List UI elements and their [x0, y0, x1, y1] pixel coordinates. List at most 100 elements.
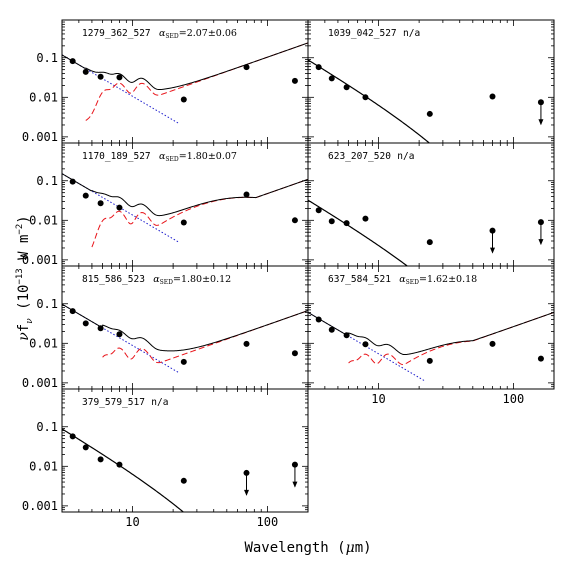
- photosphere-model-line: [308, 59, 431, 143]
- data-point: [82, 192, 89, 199]
- panel-source-label: 1279_362_527: [82, 28, 151, 39]
- upper-limit-arrow-head: [292, 481, 298, 488]
- data-point: [489, 340, 496, 347]
- y-tick-label: 0.001: [22, 499, 58, 513]
- data-point: [328, 218, 335, 225]
- data-point: [426, 357, 433, 364]
- x-tick-label: 10: [125, 515, 139, 529]
- y-tick-label: 0.1: [36, 420, 58, 434]
- y-axis-title: νfν (10−13 W m−2): [15, 215, 35, 340]
- data-point: [291, 350, 298, 357]
- panel-source-label: 1170_189_527: [82, 151, 151, 162]
- data-point: [328, 75, 335, 82]
- data-point: [116, 331, 123, 338]
- disk-model-line: [85, 42, 308, 121]
- panel-637_584_521: 10 100 637_584_521 αSED=1.62±0.18: [307, 265, 555, 406]
- panel-1039_042_527: 1039_042_527 n/a: [307, 19, 555, 144]
- panel-alpha-label: n/a: [403, 28, 420, 39]
- panel-source-label: 815_586_523: [82, 274, 145, 285]
- panel-alpha-label: αSED=1.62±0.18: [399, 274, 477, 286]
- photosphere-model-line: [62, 428, 185, 512]
- data-point: [315, 207, 322, 214]
- data-point: [116, 74, 123, 81]
- data-point: [243, 340, 250, 347]
- disk-model-line: [102, 310, 308, 364]
- photosphere-model-line: [62, 303, 179, 374]
- upper-limit-arrow-head: [538, 239, 544, 246]
- panel-alpha-label: n/a: [397, 151, 414, 162]
- upper-limit-arrow-head: [538, 119, 544, 126]
- data-point: [180, 477, 187, 484]
- data-point: [343, 332, 350, 339]
- panel-1170_189_527: 0.001 0.01 0.1 1170_189_527 αSED=1.80±0.07: [22, 142, 309, 267]
- panel-plot-area: [308, 311, 554, 382]
- data-point: [97, 200, 104, 207]
- data-point: [69, 58, 76, 65]
- data-point: [362, 341, 369, 348]
- data-point: [97, 325, 104, 332]
- data-point: [180, 96, 187, 103]
- data-point: [315, 64, 322, 71]
- panel-source-label: 623_207_520: [328, 151, 391, 162]
- data-point: [116, 461, 123, 468]
- panel-source-label: 379_579_517: [82, 397, 145, 408]
- data-point: [180, 358, 187, 365]
- data-point: [489, 93, 496, 100]
- data-point: [82, 320, 89, 327]
- panel-1279_362_527: 0.001 0.01 0.1 1279_362_527 αSED=2.07±0.06: [22, 19, 309, 144]
- data-point: [362, 94, 369, 101]
- data-point: [343, 84, 350, 91]
- panel-alpha-label: αSED=1.80±0.07: [159, 151, 237, 163]
- x-tick-label: 100: [257, 515, 279, 529]
- panel-plot-area: [62, 303, 308, 374]
- panel-623_207_520: 623_207_520 n/a: [307, 142, 555, 267]
- data-point: [69, 178, 76, 185]
- data-point: [315, 316, 322, 323]
- panel-plot-area: [308, 59, 431, 143]
- panel-plot-area: [62, 42, 308, 124]
- y-tick-label: 0.001: [22, 253, 58, 267]
- y-tick-label: 0.001: [22, 376, 58, 390]
- data-point: [116, 204, 123, 211]
- data-point: [362, 215, 369, 222]
- data-point: [82, 444, 89, 451]
- panel-frame: [307, 265, 555, 390]
- y-tick-label: 0.001: [22, 130, 58, 144]
- y-tick-label: 0.1: [36, 174, 58, 188]
- y-tick-label: 0.1: [36, 51, 58, 65]
- data-point: [82, 68, 89, 75]
- data-point: [426, 239, 433, 246]
- y-tick-label: 0.01: [29, 459, 58, 473]
- panel-815_586_523: 0.001 0.01 0.1 815_586_523 αSED=1.80±0.12: [22, 265, 309, 390]
- photosphere-model-line: [308, 199, 409, 266]
- panel-alpha-label: n/a: [151, 397, 168, 408]
- panel-plot-area: [62, 428, 185, 512]
- panels-group: 0.001 0.01 0.1 1279_362_527 αSED=2.07±0.06 10…: [22, 19, 555, 529]
- data-point: [69, 433, 76, 440]
- data-point: [343, 220, 350, 227]
- y-tick-label: 0.01: [29, 213, 58, 227]
- data-point: [180, 219, 187, 226]
- data-point: [291, 217, 298, 224]
- data-point: [426, 110, 433, 117]
- total-model-line: [62, 303, 308, 352]
- data-point: [69, 308, 76, 315]
- data-point: [537, 355, 544, 362]
- upper-limit-arrow-head: [244, 489, 250, 496]
- x-axis-title: Wavelength (μm): [244, 540, 371, 556]
- disk-model-line: [91, 178, 308, 248]
- data-point: [97, 73, 104, 80]
- data-point: [243, 191, 250, 198]
- panel-source-label: 637_584_521: [328, 274, 391, 285]
- data-point: [243, 64, 250, 71]
- total-model-line: [308, 311, 554, 356]
- data-point: [328, 326, 335, 333]
- upper-limit-arrow-head: [490, 247, 496, 254]
- photosphere-model-line: [62, 54, 179, 124]
- y-tick-label: 0.1: [36, 297, 58, 311]
- y-tick-label: 0.01: [29, 336, 58, 350]
- panel-plot-area: [308, 199, 409, 266]
- panel-frame: [61, 388, 309, 513]
- x-tick-label: 100: [503, 392, 525, 406]
